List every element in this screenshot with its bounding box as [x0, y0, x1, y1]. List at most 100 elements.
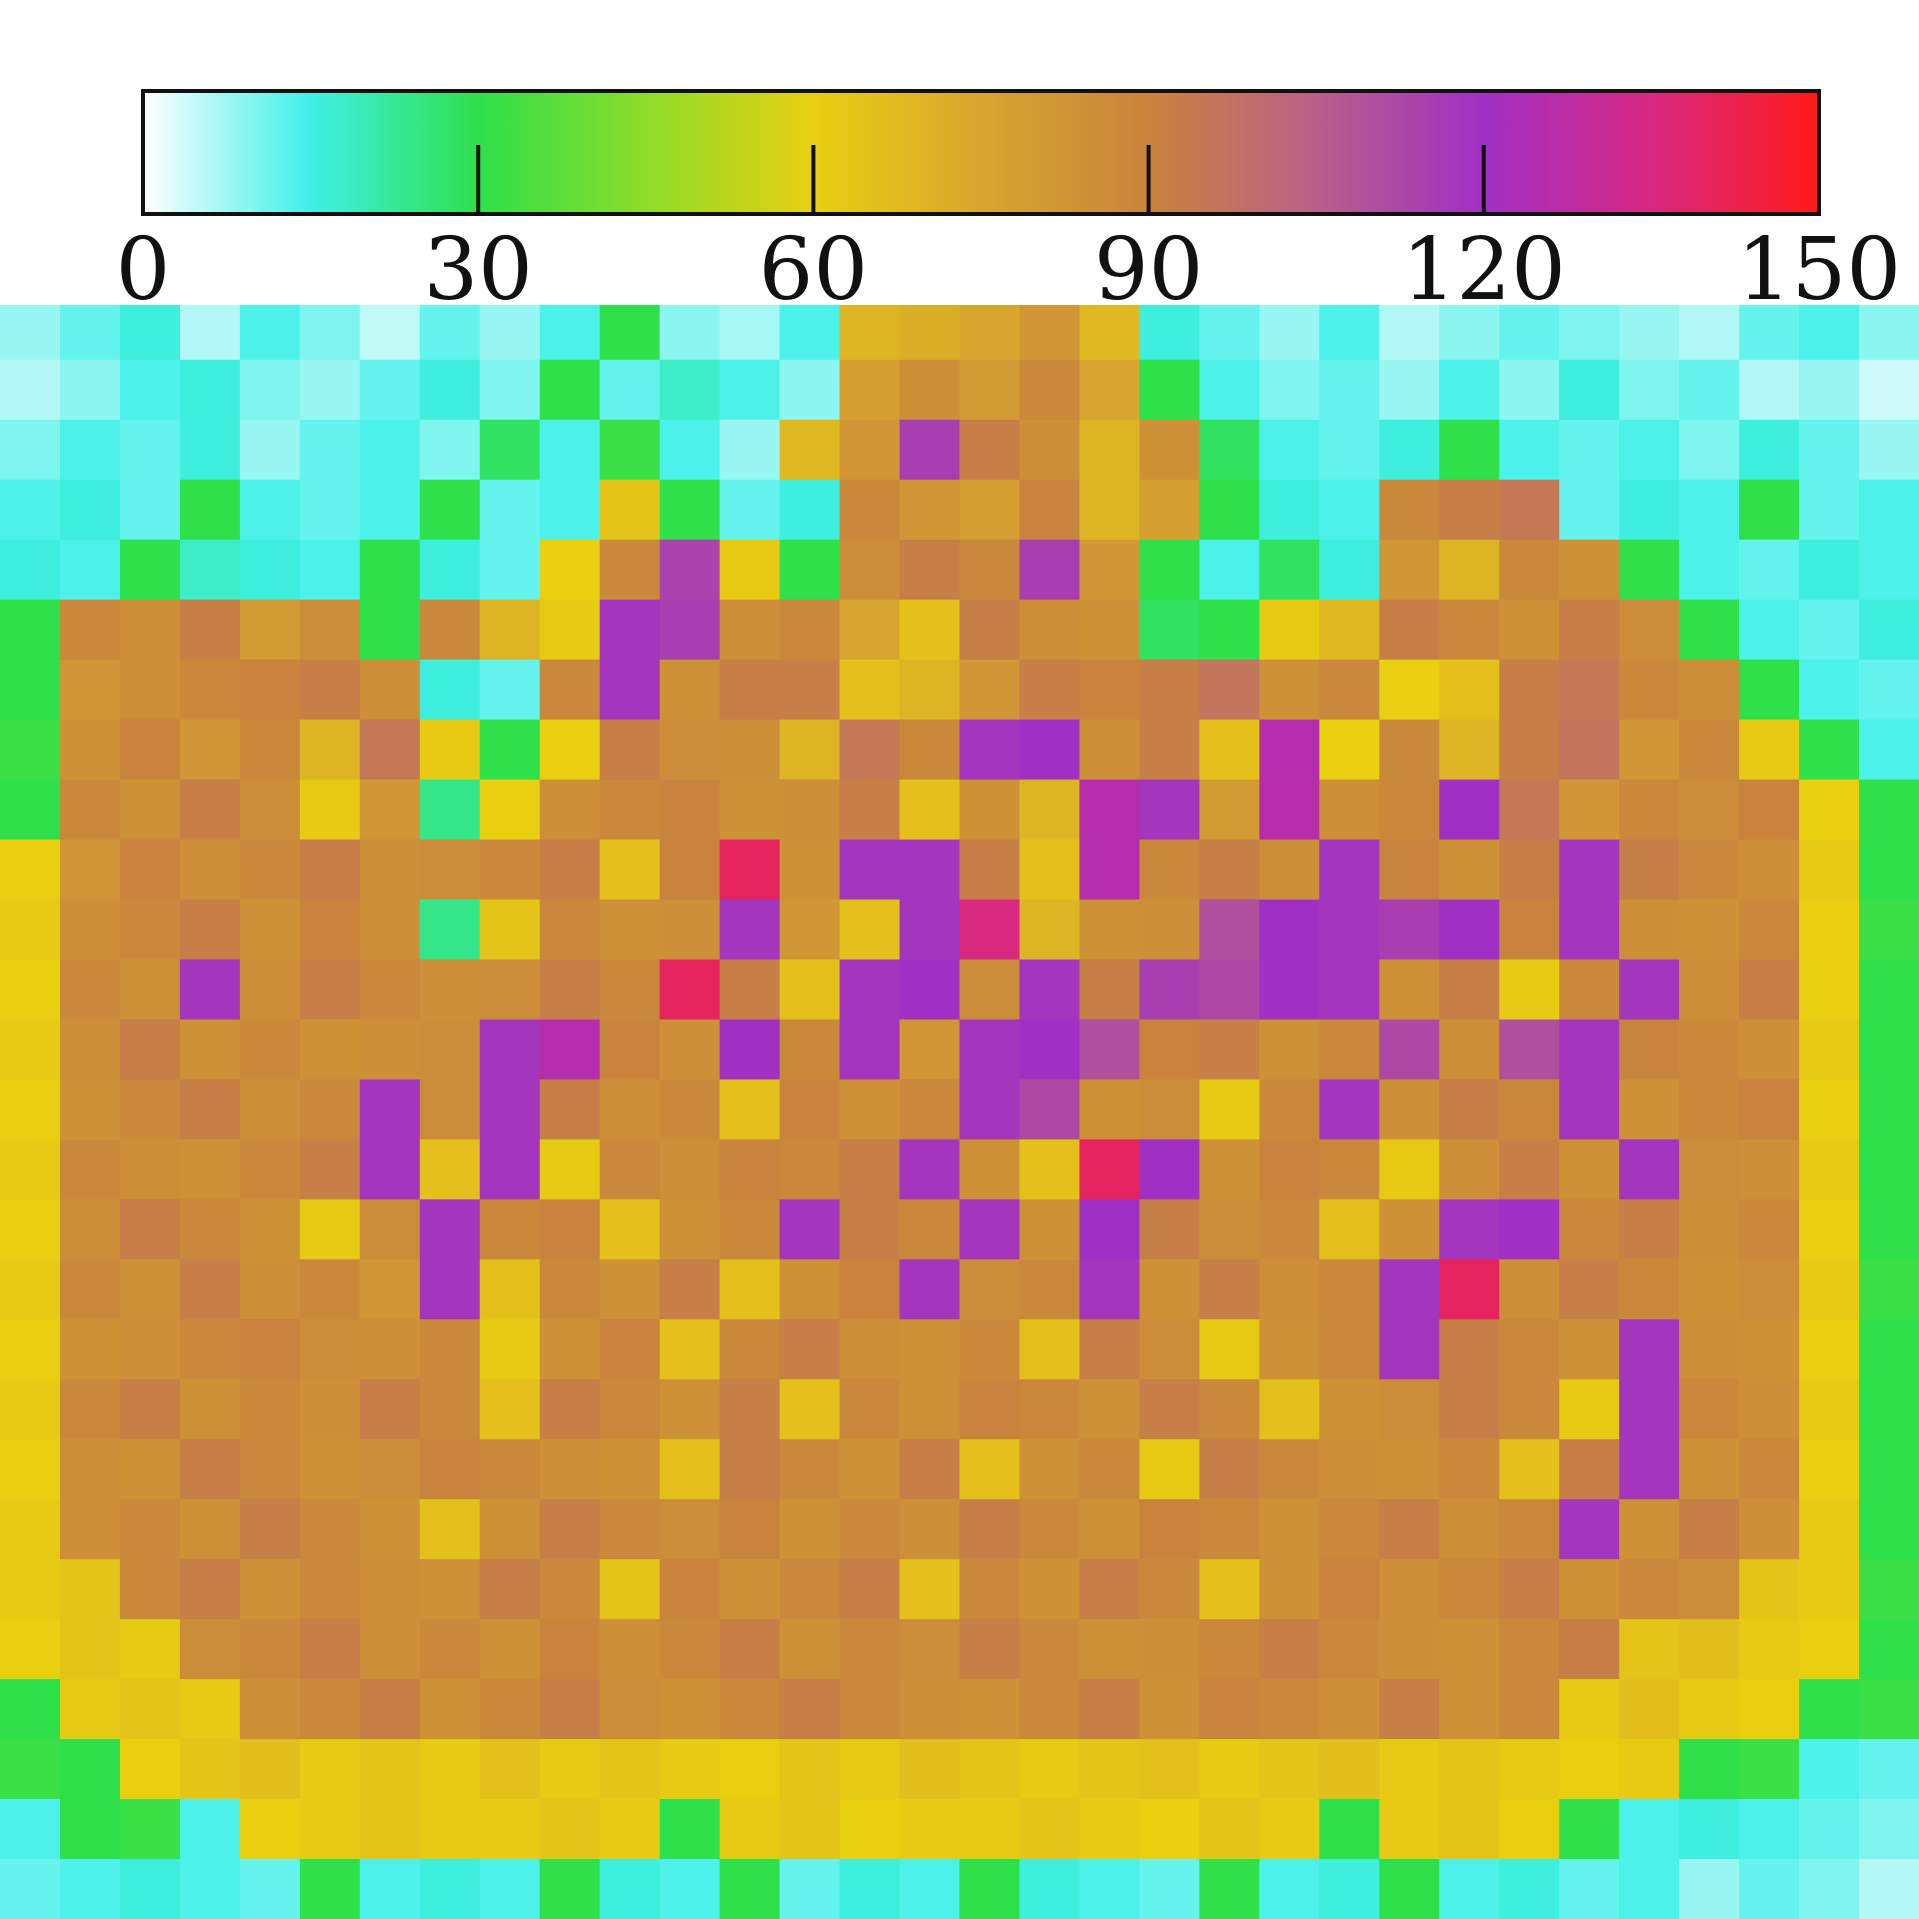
- heatmap-cell: [1799, 1859, 1860, 1919]
- heatmap-cell: [839, 599, 901, 661]
- heatmap-cell: [1259, 1319, 1320, 1380]
- heatmap-cell: [1439, 1019, 1500, 1081]
- heatmap-cell: [1499, 1199, 1560, 1260]
- heatmap-cell: [1319, 1619, 1380, 1680]
- heatmap-cell: [959, 839, 1021, 901]
- heatmap-cell: [1019, 1139, 1081, 1200]
- heatmap-cell: [419, 659, 481, 721]
- heatmap-cell: [959, 1259, 1021, 1320]
- heatmap-cell: [1619, 1139, 1680, 1200]
- heatmap-cell: [1319, 299, 1380, 361]
- heatmap-cell: [1319, 359, 1380, 421]
- heatmap-cell: [1319, 1499, 1380, 1560]
- heatmap-cell: [1799, 359, 1860, 421]
- heatmap-cell: [839, 1619, 901, 1680]
- heatmap-cell: [1199, 599, 1260, 661]
- heatmap-cell: [1259, 959, 1320, 1021]
- heatmap-cell: [119, 839, 181, 901]
- heatmap-cell: [0, 299, 61, 361]
- heatmap-cell: [899, 599, 961, 661]
- heatmap-cell: [1079, 539, 1141, 601]
- heatmap-cell: [1379, 959, 1440, 1021]
- heatmap-cell: [1379, 719, 1440, 781]
- heatmap-cell: [1679, 299, 1740, 361]
- heatmap-cell: [659, 1739, 721, 1800]
- heatmap-cell: [599, 419, 661, 481]
- heatmap-cell: [299, 1379, 361, 1440]
- heatmap-cell: [1259, 419, 1320, 481]
- heatmap-cell: [1679, 1319, 1740, 1380]
- heatmap-cell: [959, 1439, 1021, 1500]
- heatmap-cell: [539, 1799, 601, 1860]
- heatmap-cell: [1379, 599, 1440, 661]
- heatmap-cell: [659, 959, 721, 1021]
- heatmap-cell: [959, 1859, 1021, 1919]
- heatmap-cell: [59, 1019, 121, 1081]
- heatmap-cell: [1859, 839, 1919, 901]
- heatmap-cell: [1859, 1679, 1919, 1740]
- heatmap-cell: [1019, 599, 1081, 661]
- heatmap-cell: [779, 359, 841, 421]
- heatmap-cell: [1799, 719, 1860, 781]
- colorbar-tick-label-90: 90: [1094, 220, 1203, 320]
- heatmap-cell: [1799, 599, 1860, 661]
- heatmap-cell: [239, 359, 301, 421]
- heatmap-cell: [1559, 719, 1620, 781]
- heatmap-cell: [1619, 479, 1680, 541]
- heatmap-cell: [659, 1139, 721, 1200]
- heatmap-cell: [599, 359, 661, 421]
- heatmap-cell: [1079, 719, 1141, 781]
- heatmap-cell: [419, 719, 481, 781]
- heatmap-cell: [959, 1799, 1021, 1860]
- heatmap-cell: [599, 1199, 661, 1260]
- heatmap-cell: [1199, 1139, 1260, 1200]
- heatmap-cell: [839, 659, 901, 721]
- heatmap-cell: [419, 1319, 481, 1380]
- heatmap-cell: [539, 779, 601, 841]
- heatmap-cell: [239, 1079, 301, 1141]
- heatmap-cell: [599, 599, 661, 661]
- heatmap-cell: [1079, 479, 1141, 541]
- heatmap-cell: [1259, 1799, 1320, 1860]
- heatmap-cell: [959, 1139, 1021, 1200]
- heatmap-cell: [1139, 1739, 1200, 1800]
- heatmap-cell: [59, 1499, 121, 1560]
- heatmap-cell: [539, 1859, 601, 1919]
- heatmap-cell: [0, 659, 61, 721]
- heatmap-cell: [1499, 1499, 1560, 1560]
- heatmap-cell: [779, 719, 841, 781]
- heatmap-cell: [1859, 1079, 1919, 1141]
- heatmap-cell: [659, 1199, 721, 1260]
- heatmap-cell: [1439, 1439, 1500, 1500]
- heatmap-cell: [779, 1559, 841, 1620]
- colorbar-ticks: [476, 145, 1486, 214]
- heatmap-cell: [719, 599, 781, 661]
- heatmap-cell: [59, 1739, 121, 1800]
- heatmap-cell: [1739, 539, 1800, 601]
- heatmap-cell: [539, 1079, 601, 1141]
- heatmap-cell: [1319, 1439, 1380, 1500]
- heatmap-cell: [119, 899, 181, 961]
- heatmap-cell: [419, 419, 481, 481]
- heatmap-cell: [779, 839, 841, 901]
- heatmap-cell: [179, 1739, 241, 1800]
- heatmap-cell: [1799, 1259, 1860, 1320]
- heatmap-cell: [479, 1319, 541, 1380]
- heatmap-cell: [479, 1859, 541, 1919]
- heatmap-cell: [779, 1859, 841, 1919]
- heatmap-cell: [599, 1739, 661, 1800]
- heatmap-cell: [1439, 1319, 1500, 1380]
- heatmap-cell: [1619, 959, 1680, 1021]
- heatmap-cell: [539, 1199, 601, 1260]
- heatmap-cell: [1799, 1679, 1860, 1740]
- heatmap-cell: [1679, 899, 1740, 961]
- heatmap-cell: [239, 1139, 301, 1200]
- heatmap-cell: [1079, 599, 1141, 661]
- heatmap-cell: [599, 1559, 661, 1620]
- heatmap-cell: [1799, 1739, 1860, 1800]
- heatmap-cell: [1199, 1619, 1260, 1680]
- heatmap-cell: [839, 779, 901, 841]
- heatmap-cell: [539, 1319, 601, 1380]
- heatmap-cell: [539, 959, 601, 1021]
- heatmap-cell: [1679, 1079, 1740, 1141]
